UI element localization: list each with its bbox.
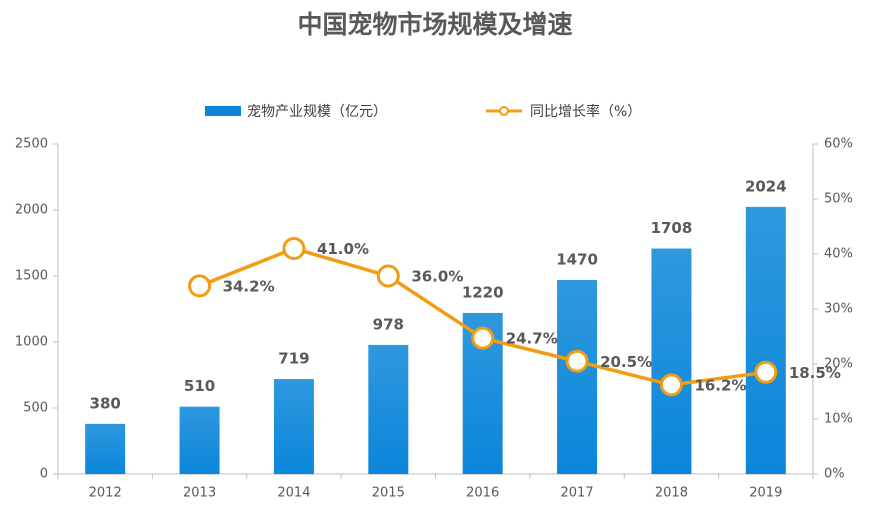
y2-tick-label: 0% — [824, 467, 845, 482]
bar — [85, 423, 126, 474]
bar-value-label: 1470 — [556, 250, 598, 268]
legend-marker — [499, 106, 509, 116]
y-tick-label: 500 — [23, 401, 48, 416]
line-value-label: 18.5% — [789, 364, 841, 382]
x-tick-label: 2014 — [277, 486, 310, 501]
bar — [651, 248, 692, 474]
line-marker — [754, 360, 778, 384]
y2-tick-label: 30% — [824, 302, 853, 317]
y-tick-label: 2000 — [15, 203, 48, 218]
y-tick-label: 2500 — [15, 137, 48, 152]
legend-label: 同比增长率（%） — [530, 103, 641, 120]
y2-tick-label: 20% — [824, 357, 853, 372]
line-marker — [376, 264, 400, 288]
x-tick-label: 2013 — [183, 486, 216, 501]
bar-value-label: 380 — [90, 394, 121, 412]
bar — [273, 379, 314, 474]
line-value-label: 16.2% — [694, 376, 746, 394]
x-tick-label: 2015 — [372, 486, 405, 501]
y2-tick-label: 50% — [824, 192, 853, 207]
line-marker — [188, 274, 212, 298]
bar-value-label: 1220 — [462, 283, 504, 301]
legend-label: 宠物产业规模（亿元） — [247, 104, 387, 120]
x-tick-label: 2018 — [655, 486, 688, 501]
y-tick-label: 1000 — [15, 335, 48, 350]
bar-value-label: 510 — [184, 377, 215, 395]
bar-value-label: 719 — [278, 350, 309, 368]
line-value-label: 34.2% — [223, 277, 275, 295]
legend-swatch — [205, 106, 241, 116]
y2-tick-label: 60% — [824, 137, 853, 152]
line-marker — [565, 349, 589, 373]
line-value-label: 41.0% — [317, 240, 369, 258]
line-value-label: 20.5% — [600, 353, 652, 371]
bar — [745, 206, 786, 474]
line-marker — [471, 326, 495, 350]
line-value-label: 36.0% — [411, 268, 463, 286]
y2-tick-label: 10% — [824, 412, 853, 427]
x-tick-label: 2012 — [89, 486, 122, 501]
chart-title: 中国宠物市场规模及增速 — [297, 10, 572, 39]
bar-value-label: 978 — [373, 315, 404, 333]
x-tick-label: 2019 — [749, 486, 782, 501]
line-marker — [282, 237, 306, 260]
y-tick-label: 0 — [40, 467, 48, 482]
bar-value-label: 1708 — [651, 219, 693, 237]
bar — [557, 279, 598, 474]
y-tick-label: 1500 — [15, 269, 48, 284]
line-value-label: 24.7% — [506, 330, 558, 348]
x-tick-label: 2016 — [466, 486, 499, 501]
line-marker — [659, 373, 683, 397]
y2-tick-label: 40% — [824, 247, 853, 262]
x-tick-label: 2017 — [561, 486, 594, 501]
bar — [179, 406, 220, 474]
bar — [368, 344, 409, 474]
bar-value-label: 2024 — [745, 177, 787, 195]
